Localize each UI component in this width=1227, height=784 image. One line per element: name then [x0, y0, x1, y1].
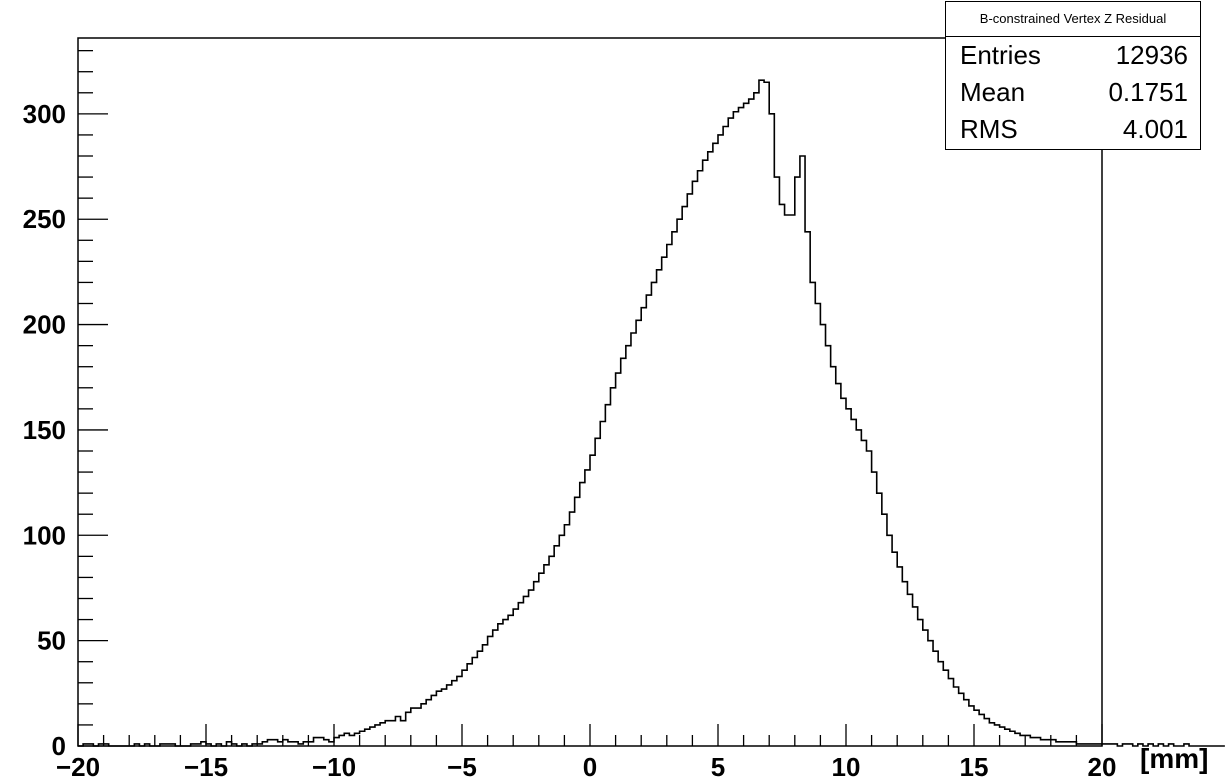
y-tick-label: 300 [23, 99, 66, 129]
stats-row-rms: RMS 4.001 [946, 111, 1200, 148]
x-tick-label: 15 [960, 752, 989, 782]
y-tick-label: 150 [23, 415, 66, 445]
x-tick-label: 20 [1088, 752, 1117, 782]
stats-row-mean: Mean 0.1751 [946, 74, 1200, 111]
y-tick-label: 50 [37, 626, 66, 656]
x-tick-label: 5 [711, 752, 725, 782]
stats-box: B-constrained Vertex Z Residual Entries … [945, 1, 1201, 150]
stats-value-mean: 0.1751 [1108, 77, 1188, 107]
stats-label-rms: RMS [960, 114, 1018, 144]
y-tick-label: 0 [52, 731, 66, 761]
axis-ticks [77, 49, 1103, 747]
x-tick-label: 0 [583, 752, 597, 782]
x-axis-unit-label: [mm] [1140, 743, 1208, 774]
stats-box-title: B-constrained Vertex Z Residual [946, 2, 1200, 37]
x-tick-label: −5 [447, 752, 477, 782]
stats-label-mean: Mean [960, 77, 1026, 107]
stats-label-entries: Entries [960, 40, 1041, 70]
y-tick-labels: 0 50 100 150 200 250 300 [23, 99, 66, 761]
x-tick-label: −20 [56, 752, 100, 782]
stats-row-entries: Entries 12936 [946, 37, 1200, 74]
y-tick-label: 100 [23, 520, 66, 550]
stats-value-entries: 12936 [1115, 40, 1188, 70]
y-tick-label: 250 [23, 204, 66, 234]
stats-value-rms: 4.001 [1122, 114, 1188, 144]
x-tick-label: 10 [832, 752, 861, 782]
y-tick-label: 200 [23, 310, 66, 340]
x-tick-label: −15 [184, 752, 228, 782]
x-tick-labels: −20 −15 −10 −5 0 5 10 15 20 [56, 752, 1117, 782]
histogram-series [78, 79, 1225, 747]
x-tick-label: −10 [312, 752, 356, 782]
